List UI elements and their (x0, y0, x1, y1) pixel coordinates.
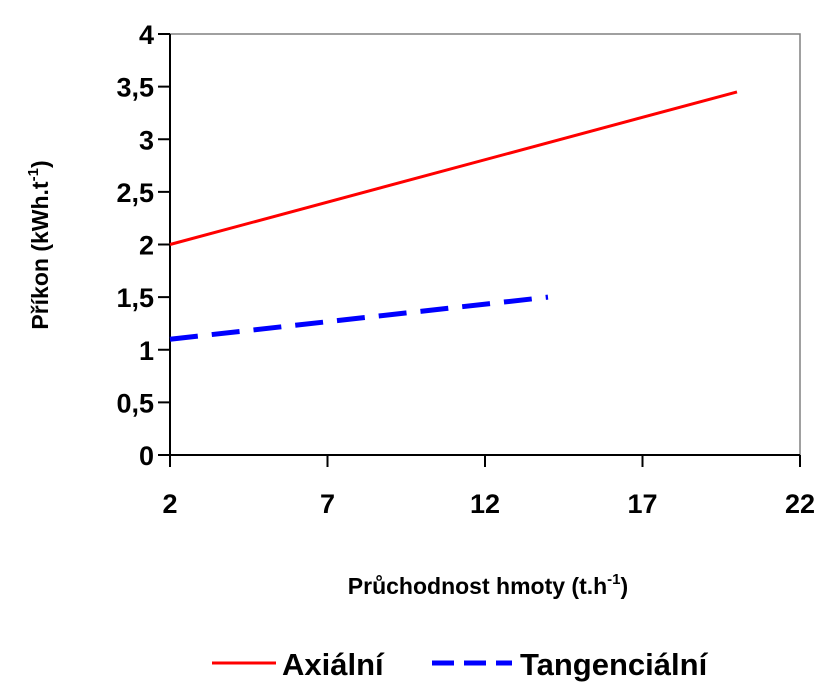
y-tick-label: 0 (139, 441, 154, 471)
x-ticks: 2 7 12 17 22 (162, 455, 815, 519)
y-tick-label: 4 (139, 20, 154, 50)
series-line-0 (169, 90, 738, 246)
plot-area (169, 33, 801, 456)
x-axis-title-main: Průchodnost hmoty (t.h (348, 573, 607, 599)
legend-item-tangencialni: Tangenciální (432, 647, 709, 682)
y-ticks: 0 0,5 1 1,5 2 2,5 3 3,5 4 (116, 20, 170, 471)
x-axis-title: Průchodnost hmoty (t.h-1) (348, 571, 628, 599)
plot-frame (169, 33, 801, 456)
x-tick-label: 2 (162, 489, 177, 519)
y-tick-label: 2,5 (116, 178, 154, 208)
x-tick-label: 22 (785, 489, 815, 519)
legend: Axiální Tangenciální (212, 647, 709, 682)
legend-label-tangencialni: Tangenciální (520, 647, 709, 682)
x-tick-label: 7 (320, 489, 335, 519)
y-tick-label: 1,5 (116, 283, 154, 313)
x-tick-label: 12 (470, 489, 500, 519)
x-axis-title-tail: ) (621, 573, 629, 599)
y-tick-label: 3,5 (116, 73, 154, 103)
y-tick-label: 2 (139, 231, 154, 261)
y-tick-label: 3 (139, 125, 154, 155)
y-axis-title-main: Příkon (kWh.t (27, 181, 53, 330)
legend-label-axialni: Axiální (282, 647, 385, 682)
x-axis-title-sup: -1 (607, 571, 620, 588)
y-tick-label: 0,5 (116, 388, 154, 418)
y-axis-title-sup: -1 (25, 168, 42, 181)
y-tick-label: 1 (139, 336, 154, 366)
y-axis-title: Příkon (kWh.t-1) (25, 160, 53, 329)
y-axis-title-tail: ) (27, 160, 53, 168)
series-line-1 (169, 294, 549, 342)
x-tick-label: 17 (627, 489, 657, 519)
legend-item-axialni: Axiální (212, 647, 385, 682)
series-layer (169, 90, 738, 342)
